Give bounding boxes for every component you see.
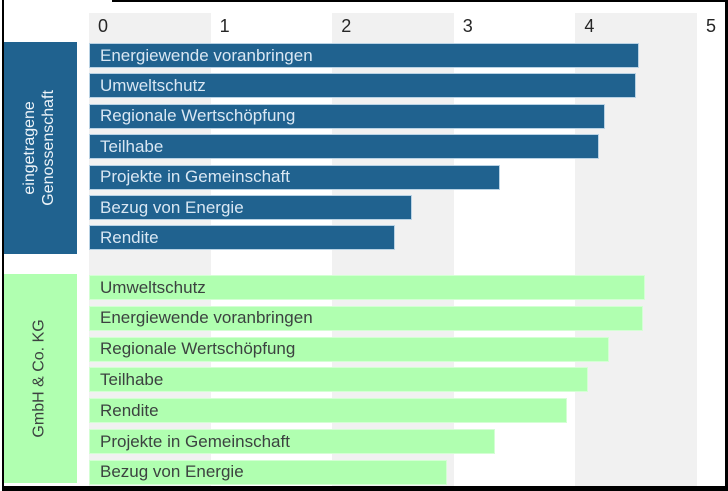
bar-label: Bezug von Energie	[100, 462, 244, 482]
bar: Energiewende voranbringen	[89, 43, 639, 68]
group-label-text: eingetragene Genossenschaft	[21, 90, 57, 206]
bar: Teilhabe	[89, 134, 599, 160]
x-tick-label: 5	[706, 16, 717, 36]
bar-label: Bezug von Energie	[100, 197, 244, 217]
bar-label: Projekte in Gemeinschaft	[100, 167, 290, 187]
group-label-text: GmbH & Co. KG	[30, 319, 48, 438]
x-tick-label: 1	[219, 16, 230, 36]
bar: Regionale Wertschöpfung	[89, 336, 610, 362]
bar: Energiewende voranbringen	[89, 305, 644, 331]
bar-label: Energiewende voranbringen	[100, 45, 313, 65]
x-tick-label: 0	[98, 16, 109, 36]
bottom-border	[2, 486, 728, 491]
bar-label: Umweltschutz	[100, 277, 206, 297]
bar: Teilhabe	[89, 367, 588, 393]
bar: Projekte in Gemeinschaft	[89, 429, 496, 454]
group-label-block: GmbH & Co. KG	[3, 274, 77, 483]
bar-label: Teilhabe	[100, 369, 164, 389]
bar-label: Umweltschutz	[100, 75, 206, 95]
bar: Rendite	[89, 225, 396, 251]
bar-label: Projekte in Gemeinschaft	[100, 431, 290, 451]
group-label-block: eingetragene Genossenschaft	[3, 42, 77, 254]
bar: Bezug von Energie	[89, 195, 413, 220]
bar-label: Regionale Wertschöpfung	[100, 339, 296, 359]
x-tick-label: 4	[584, 16, 595, 36]
x-tick-label: 2	[341, 16, 352, 36]
bar: Umweltschutz	[89, 73, 637, 99]
bar-label: Energiewende voranbringen	[100, 308, 313, 328]
bar: Rendite	[89, 398, 567, 424]
bar-label: Rendite	[100, 400, 159, 420]
x-tick-label: 3	[462, 16, 473, 36]
bar-label: Teilhabe	[100, 136, 164, 156]
bar-label: Regionale Wertschöpfung	[100, 106, 296, 126]
bar: Regionale Wertschöpfung	[89, 103, 605, 129]
top-border	[112, 0, 728, 2]
bar: Bezug von Energie	[89, 459, 447, 485]
left-border	[2, 0, 4, 491]
bar: Projekte in Gemeinschaft	[89, 164, 500, 190]
bar: Umweltschutz	[89, 275, 645, 300]
right-border	[725, 0, 728, 491]
bar-label: Rendite	[100, 227, 159, 247]
